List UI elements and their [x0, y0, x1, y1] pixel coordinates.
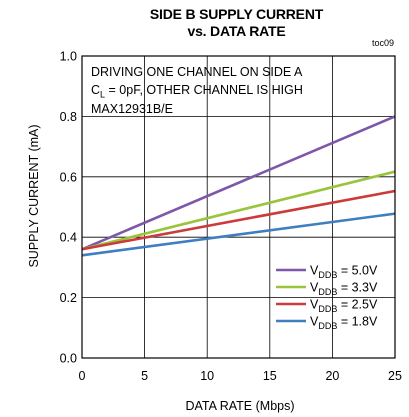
x-tick-label: 0	[79, 369, 86, 383]
series-line	[81, 170, 396, 251]
x-tick-label: 10	[200, 369, 214, 383]
y-tick-label: 0.8	[60, 110, 77, 124]
annotation-line3: MAX12931B/E	[91, 102, 173, 116]
x-tick-label: 20	[325, 369, 339, 383]
y-tick-label: 1.0	[60, 50, 77, 64]
legend-label: VDDB = 5.0V	[310, 264, 378, 281]
legend-label: VDDB = 3.3V	[310, 281, 378, 298]
y-tick-label: 0.4	[60, 231, 77, 245]
y-tick-label: 0.0	[60, 352, 77, 366]
ticks: 0 5 10 15 20 25 0.0 0.2 0.4 0.6 0.8 1.0	[60, 50, 402, 384]
legend-label: VDDB = 1.8V	[310, 315, 378, 332]
annotation-line2: CL = 0pF, OTHER CHANNEL IS HIGH	[91, 83, 303, 100]
x-tick-label: 25	[388, 369, 402, 383]
y-tick-label: 0.2	[60, 291, 77, 305]
y-axis-label: SUPPLY CURRENT (mA)	[27, 124, 41, 267]
x-tick-label: 5	[141, 369, 148, 383]
series-line	[81, 115, 396, 251]
y-tick-label: 0.6	[60, 170, 77, 184]
series-lines	[81, 115, 396, 257]
annotation-line1: DRIVING ONE CHANNEL ON SIDE A	[91, 65, 303, 79]
legend-label: VDDB = 2.5V	[310, 298, 378, 315]
x-axis-label: DATA RATE (Mbps)	[185, 399, 294, 413]
chart-title-line2: vs. DATA RATE	[187, 23, 286, 39]
x-tick-label: 15	[263, 369, 277, 383]
plot-frame	[81, 55, 396, 359]
chart-title-line1: SIDE B SUPPLY CURRENT	[149, 6, 324, 22]
series-line	[81, 212, 396, 257]
series-line	[81, 189, 396, 251]
figure-tag: toc09	[372, 38, 394, 48]
